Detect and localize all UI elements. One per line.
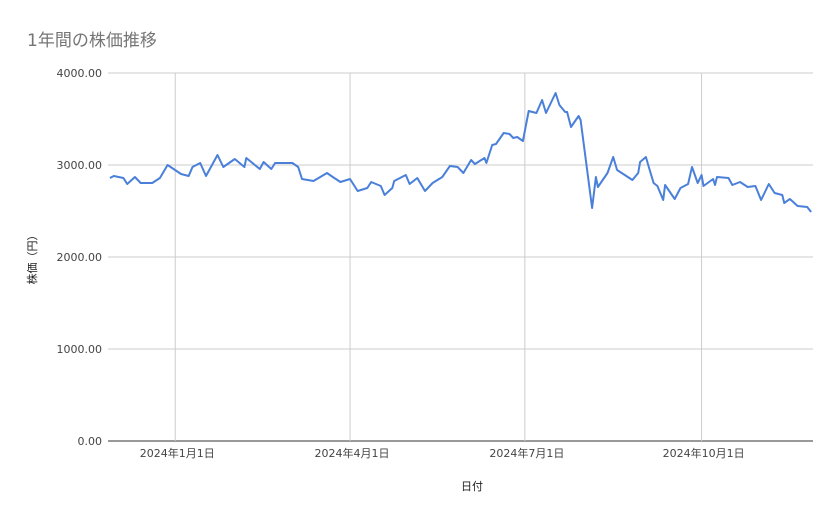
x-axis-ticks: 2024年1月1日 2024年4月1日 2024年7月1日 2024年10月1日 [140, 446, 745, 460]
y-tick-label: 1000.00 [57, 343, 103, 356]
y-tick-label: 4000.00 [57, 67, 103, 80]
gridlines [108, 72, 813, 442]
y-axis-label: 株価（円） [25, 230, 39, 285]
chart-title: 1年間の株価推移 [27, 31, 157, 51]
x-tick-label: 2024年7月1日 [489, 446, 564, 460]
x-axis-label: 日付 [461, 480, 483, 493]
y-tick-label: 3000.00 [57, 159, 103, 172]
y-tick-label: 0.00 [78, 435, 103, 448]
series [109, 92, 812, 213]
x-tick-label: 2024年1月1日 [140, 446, 215, 460]
x-tick-label: 2024年4月1日 [315, 446, 390, 460]
y-tick-label: 2000.00 [57, 251, 103, 264]
x-tick-label: 2024年10月1日 [663, 446, 745, 460]
y-axis-ticks: 0.00 1000.00 2000.00 3000.00 4000.00 [57, 67, 103, 448]
series-line [109, 92, 812, 213]
